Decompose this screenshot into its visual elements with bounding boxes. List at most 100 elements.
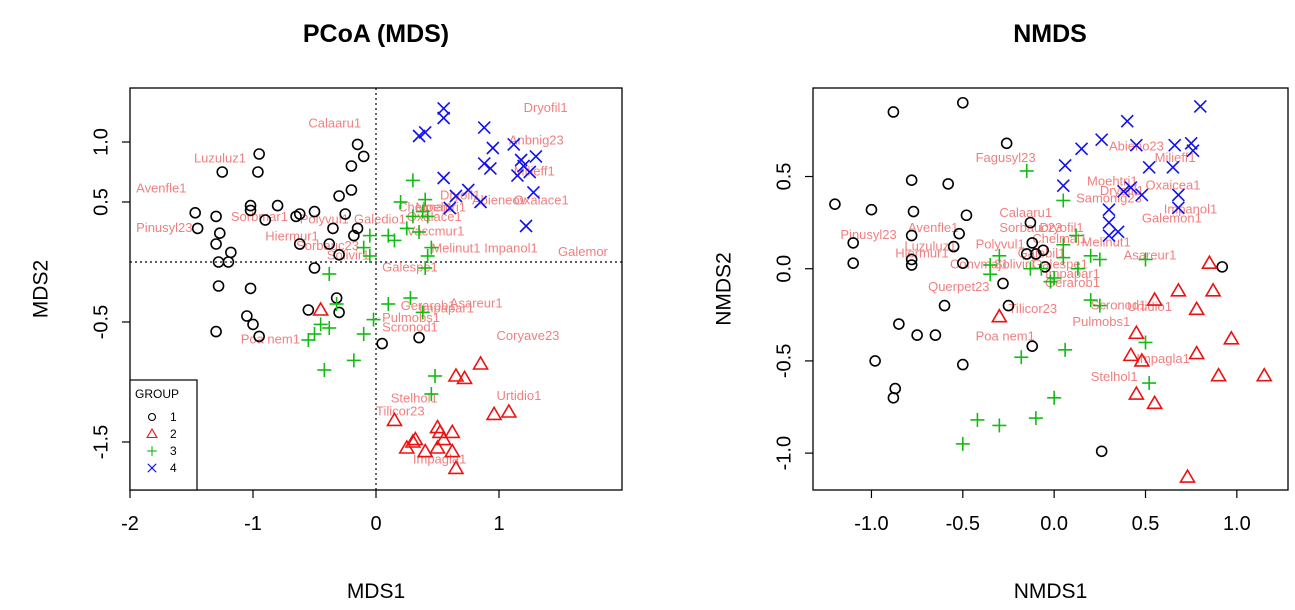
data-point-group-4-b (418, 125, 432, 139)
data-point-group-1 (960, 209, 973, 222)
data-point-group-1 (907, 205, 920, 218)
point-label: Oxalace1 (514, 192, 569, 207)
data-point-group-4-b (486, 141, 500, 155)
data-point-group-2 (386, 411, 403, 427)
data-point-group-4-b (473, 195, 488, 209)
point-label: Dryofil1 (524, 100, 568, 115)
legend-entry: 2 (170, 427, 177, 441)
data-point-group-4-b (1102, 203, 1116, 217)
data-point-group-1 (216, 166, 229, 178)
data-point-group-4 (1095, 133, 1109, 147)
data-point-group-1 (253, 148, 265, 160)
point-label: Fagusyl23 (976, 150, 1036, 165)
data-point-group-1 (302, 304, 315, 316)
data-point-group-3 (322, 267, 337, 281)
data-point-group-4 (437, 171, 451, 185)
y-tick-label: -0.5 (90, 305, 112, 339)
data-point-group-3 (1092, 298, 1107, 313)
data-point-group-1 (244, 199, 257, 212)
data-point-group-1 (351, 222, 364, 235)
data-point-group-4-b (437, 111, 451, 125)
point-label: Tilicor23 (376, 404, 425, 419)
data-point-group-4-b (1117, 184, 1131, 198)
chart-title: NMDS (1013, 20, 1087, 48)
data-point-group-2 (447, 459, 465, 475)
data-point-group-2 (443, 423, 461, 439)
data-point-group-2 (1188, 344, 1206, 360)
data-point-group-3 (428, 369, 443, 383)
data-point-group-2 (447, 367, 465, 382)
data-point-group-1 (893, 318, 905, 330)
x-tick-label: 1.0 (1223, 513, 1251, 535)
data-point-group-1 (210, 325, 222, 338)
data-point-group-1 (905, 253, 918, 266)
data-point-group-4-b (1102, 216, 1116, 230)
data-point-group-4 (477, 157, 491, 171)
data-point-group-3 (983, 267, 998, 282)
data-point-group-1 (339, 208, 352, 220)
data-point-group-3 (992, 248, 1007, 263)
data-point-group-4-b (507, 137, 521, 151)
data-point-group-3 (366, 312, 381, 327)
data-point-group-3 (1014, 350, 1029, 365)
data-point-group-1 (210, 210, 222, 223)
y-tick-label: 1.0 (90, 128, 112, 156)
data-point-group-4 (1193, 99, 1207, 114)
point-label: Moehtri1 (1087, 174, 1138, 189)
data-point-group-1 (308, 205, 321, 218)
data-point-group-2 (416, 443, 434, 458)
point-label: Avenfle1 (908, 220, 958, 235)
point-label: Gerarob1 (1045, 275, 1100, 290)
data-point-group-2 (1222, 330, 1240, 345)
point-label: Poa nem1 (976, 329, 1035, 344)
data-point-group-1 (953, 227, 965, 240)
data-point-group-1 (905, 229, 918, 242)
data-point-group-4-b (529, 149, 543, 163)
data-point-group-1 (345, 160, 358, 172)
data-point-group-4 (1184, 136, 1198, 150)
data-point-group-3 (955, 436, 970, 451)
x-axis-label: MDS1 (347, 580, 405, 603)
point-label: Impanol1 (484, 240, 537, 255)
data-point-group-3 (313, 317, 328, 332)
point-label: Sorbmar1 (231, 209, 288, 224)
legend: GROUP 1 2 3 4 (129, 379, 198, 491)
point-label: Asareur1 (1124, 247, 1177, 262)
data-point-group-4 (529, 149, 543, 163)
point-label: Pulmobs1 (1072, 314, 1130, 329)
data-point-group-4-b (1171, 201, 1185, 215)
point-label: Oxaicea1 (1146, 177, 1201, 192)
data-point-group-4 (1111, 225, 1125, 239)
plot-frame (812, 87, 1289, 491)
data-point-group-1 (869, 355, 881, 367)
data-point-group-3 (1142, 376, 1157, 391)
pcoa-panel: PCoA (MDS) -2 -1 0 1 -1.5 -0.5 0.5 1.0 MDS1 MDS2 Dr… (30, 20, 623, 603)
data-point-group-2 (1122, 346, 1140, 362)
point-label: Asareur1 (450, 296, 503, 311)
data-point-group-4 (507, 137, 521, 151)
point-label: Sorbauc23 (296, 238, 359, 253)
data-point-group-3 (415, 305, 430, 320)
data-point-group-4 (1168, 138, 1182, 152)
point-label: Melinut1 (431, 240, 480, 255)
data-point-group-1 (244, 282, 257, 295)
point-label: Tilicor23 (1008, 301, 1057, 316)
data-point-group-1 (259, 214, 272, 226)
data-point-group-2 (443, 443, 461, 458)
data-point-group-1 (1024, 216, 1037, 229)
data-point-group-3 (1047, 270, 1062, 285)
point-label: Luzuluz1 (904, 238, 956, 253)
x-tick-label: -2 (121, 513, 139, 535)
data-point-group-4 (473, 195, 488, 209)
data-point-group-1 (1216, 261, 1229, 273)
data-point-group-3 (1056, 237, 1071, 252)
data-point-group-1 (247, 318, 259, 331)
data-point-group-4-b (443, 201, 457, 215)
data-point-group-2 (1204, 282, 1222, 297)
data-point-group-2 (1201, 254, 1218, 269)
data-point-group-4 (1058, 158, 1072, 173)
data-point-group-4 (477, 121, 491, 135)
legend-marker-2 (146, 427, 158, 439)
point-label: Vaccmur1 (407, 224, 465, 239)
data-point-group-4 (1135, 188, 1149, 202)
